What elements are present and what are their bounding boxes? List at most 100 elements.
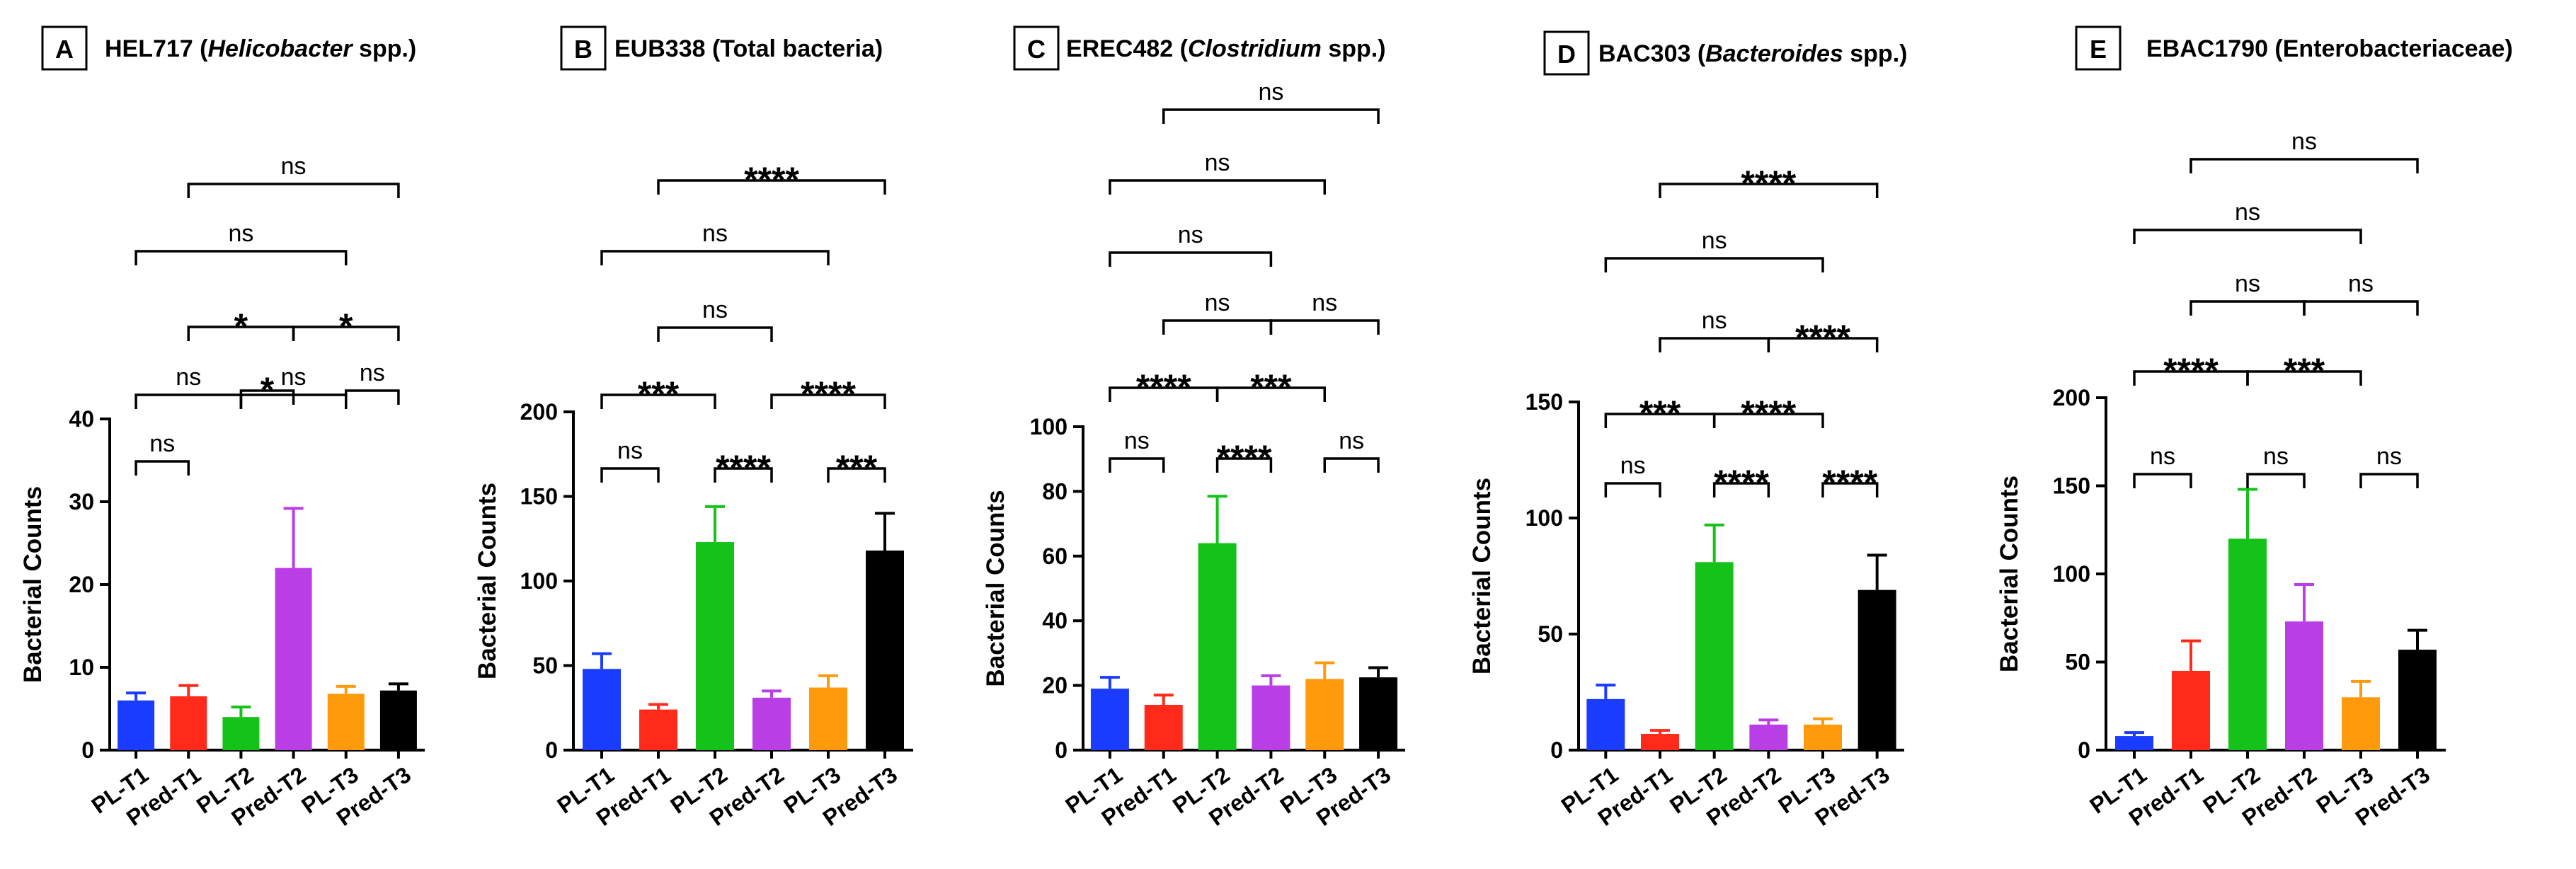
significance-bracket <box>1712 482 1770 497</box>
panel-letter-box <box>560 25 607 71</box>
bar <box>2172 670 2210 750</box>
y-tick-label: 0 <box>81 737 94 763</box>
panel-letter-box <box>2075 25 2122 71</box>
significance-bracket <box>134 460 190 476</box>
bar <box>170 696 207 750</box>
significance-label: ns <box>2235 199 2260 226</box>
significance-label: ns <box>281 153 307 180</box>
bar <box>327 694 365 750</box>
significance-bracket <box>2303 300 2419 316</box>
y-tick-label: 150 <box>1525 389 1563 415</box>
y-tick-label: 10 <box>69 655 94 680</box>
significance-label: * <box>261 370 275 410</box>
y-tick-label: 0 <box>2078 737 2090 763</box>
y-tick-label: 20 <box>1042 673 1067 698</box>
significance-bracket <box>714 467 773 483</box>
bar <box>1144 705 1183 750</box>
panel-letter-box <box>41 25 88 71</box>
significance-bracket <box>1659 337 1770 352</box>
significance-label: ns <box>702 297 728 323</box>
significance-label: **** <box>1136 367 1191 407</box>
panel-letter: C <box>1027 35 1046 64</box>
y-axis-label: Bacterial Counts <box>1468 478 1496 674</box>
significance-bracket <box>1109 179 1326 195</box>
significance-label: **** <box>1741 163 1796 203</box>
panel-letter: D <box>1557 40 1576 69</box>
y-tick-label: 200 <box>2053 385 2090 410</box>
significance-bracket <box>2133 229 2362 244</box>
bar <box>2115 736 2153 750</box>
significance-bracket <box>1767 337 1879 352</box>
significance-label: ns <box>2348 270 2374 297</box>
significance-bracket <box>1215 457 1273 473</box>
significance-bracket <box>1821 482 1879 497</box>
significance-bracket <box>2246 473 2306 488</box>
y-tick-label: 50 <box>2065 650 2090 675</box>
y-tick-label: 30 <box>69 489 94 514</box>
significance-bracket <box>134 393 243 409</box>
panel-e: E EBAC1790 (Enterobacteriaceae) Bacterial … <box>1996 25 2513 831</box>
bar <box>1198 543 1237 750</box>
y-tick-label: 0 <box>545 737 558 763</box>
panel-title: EREC482 (Clostridium spp.) <box>1066 35 1386 62</box>
title-part: BAC303 ( <box>1598 40 1706 67</box>
panel-b: B EUB338 (Total bacteria) Bacterial Counts… <box>474 25 913 831</box>
bar <box>696 542 734 750</box>
significance-bracket <box>239 393 348 409</box>
y-tick-label: 150 <box>2053 473 2090 499</box>
title-part: HEL717 ( <box>105 35 208 62</box>
y-tick-label: 200 <box>520 399 558 425</box>
bar <box>1090 689 1129 750</box>
bar <box>1749 724 1788 750</box>
significance-bracket <box>2189 300 2306 316</box>
significance-label: ns <box>2291 128 2317 155</box>
significance-label: ns <box>228 220 253 247</box>
significance-label: * <box>339 306 353 346</box>
bar <box>1359 677 1398 750</box>
bar <box>1252 685 1290 750</box>
significance-label: ns <box>1124 427 1150 454</box>
significance-label: **** <box>1217 438 1272 478</box>
significance-bracket <box>1109 251 1273 267</box>
significance-bracket <box>770 393 886 409</box>
title-part: Helicobacter <box>208 35 354 62</box>
significance-label: *** <box>1639 393 1681 433</box>
y-axis-label: Bacterial Counts <box>1996 476 2023 672</box>
y-axis-label: Bacterial Counts <box>474 483 501 679</box>
panel-title: EBAC1790 (Enterobacteriaceae) <box>2146 35 2513 62</box>
significance-bracket <box>600 467 660 483</box>
significance-label: **** <box>1795 318 1850 357</box>
y-tick-label: 80 <box>1042 478 1067 504</box>
significance-label: **** <box>801 374 856 414</box>
significance-label: ns <box>1178 221 1203 248</box>
significance-label: ns <box>1702 227 1727 254</box>
significance-label: **** <box>1714 463 1769 502</box>
significance-label: *** <box>2284 351 2325 391</box>
significance-bracket <box>600 250 830 265</box>
significance-label: ns <box>360 359 385 386</box>
significance-label: ns <box>2150 443 2175 470</box>
significance-bracket <box>1269 319 1380 335</box>
y-tick-label: 150 <box>520 484 558 510</box>
bar <box>1857 589 1896 750</box>
significance-label: ns <box>1702 307 1727 334</box>
bar <box>809 687 847 750</box>
significance-label: ns <box>1339 427 1364 454</box>
y-tick-label: 0 <box>1055 737 1067 763</box>
bar <box>1804 724 1842 750</box>
y-tick-label: 40 <box>69 406 94 432</box>
bar <box>118 700 155 750</box>
bar <box>379 690 417 750</box>
significance-label: ns <box>1620 452 1646 479</box>
title-part: EBAC1790 (Enterobacteriaceae) <box>2146 35 2513 62</box>
panel-letter: A <box>55 35 74 64</box>
panel-a: A HEL717 (Helicobacter spp.) Bacterial Cou… <box>19 25 425 831</box>
panel-title: EUB338 (Total bacteria) <box>614 35 883 62</box>
panel-d: D BAC303 (Bacteroides spp.) Bacterial Coun… <box>1468 30 1907 831</box>
significance-label: ns <box>149 430 175 457</box>
significance-bracket <box>187 183 400 198</box>
significance-bracket <box>1162 108 1380 124</box>
significance-label: * <box>234 306 248 346</box>
panel-letter: E <box>2090 35 2107 64</box>
y-tick-label: 100 <box>520 568 558 594</box>
